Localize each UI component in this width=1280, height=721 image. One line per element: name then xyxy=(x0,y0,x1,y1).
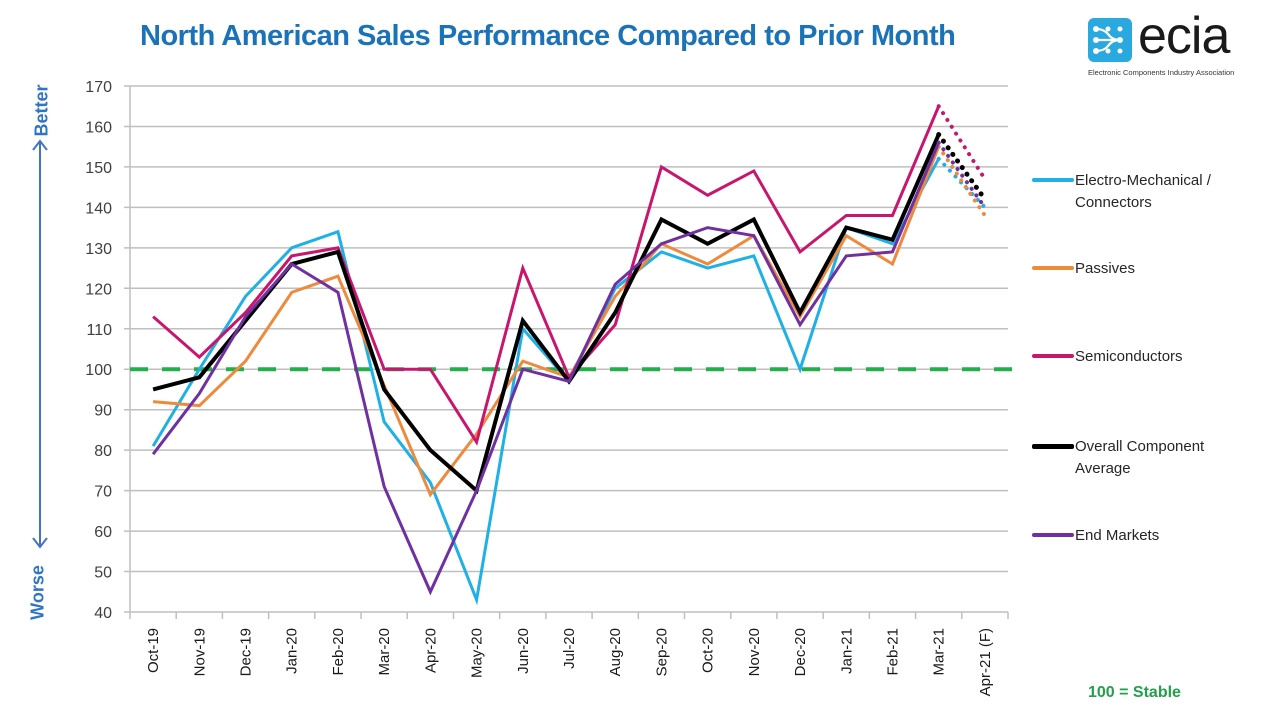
legend-label: End Markets xyxy=(1075,527,1160,544)
x-tick-label: Jun-20 xyxy=(515,628,532,674)
series-forecast-electro-mechanical-connectors xyxy=(936,156,987,210)
legend-label: Passives xyxy=(1075,260,1136,277)
x-tick-label: Jan-21 xyxy=(838,628,855,674)
ecia-logo: ecia Electronic Components Industry Asso… xyxy=(1088,7,1248,86)
legend-item: Electro-Mechanical / Connectors xyxy=(1032,170,1272,214)
x-tick-label: Mar-20 xyxy=(376,628,393,676)
x-tick-label: Sep-20 xyxy=(653,628,670,676)
y-tick-label: 160 xyxy=(85,119,112,136)
chart-title: North American Sales Performance Compare… xyxy=(140,20,956,52)
legend-label: Electro-Mechanical / Connectors xyxy=(1075,172,1211,211)
series-forecast-end-markets xyxy=(936,140,987,210)
x-tick-label: Nov-19 xyxy=(191,628,208,676)
x-tick-label: Aug-20 xyxy=(607,628,624,676)
series-line-end-markets xyxy=(151,142,941,596)
legend-label: Semiconductors xyxy=(1075,348,1183,365)
y-tick-label: 150 xyxy=(85,160,112,177)
y-tick-label: 170 xyxy=(85,79,112,96)
x-tick-label: Jul-20 xyxy=(561,628,578,669)
series-forecast-passives xyxy=(936,144,987,218)
legend-swatch xyxy=(1032,533,1074,537)
series-line-passives xyxy=(152,146,941,498)
y-tick-label: 40 xyxy=(94,605,112,622)
ecia-logo-text: ecia xyxy=(1138,7,1230,65)
series-passives xyxy=(152,144,987,498)
legend-swatch xyxy=(1032,178,1074,182)
ecia-logo-subtitle: Electronic Components Industry Associati… xyxy=(1088,68,1235,77)
gridlines xyxy=(124,85,1008,613)
series-line-overall-component-average xyxy=(152,133,941,495)
y-tick-label: 50 xyxy=(94,565,112,582)
y-tick-label: 130 xyxy=(85,241,112,258)
x-tick-label: Dec-19 xyxy=(238,628,255,676)
y-tick-label: 120 xyxy=(85,281,112,298)
series-lines xyxy=(151,104,988,606)
legend-item: Passives xyxy=(1032,258,1272,280)
legend-swatch xyxy=(1032,354,1074,358)
y-axis-ticks: 40 50 60 70 80 90 100 110 120 130 140 150 160 170 xyxy=(85,79,112,622)
legend-swatch xyxy=(1032,266,1074,270)
series-semiconductors xyxy=(152,104,987,446)
series-forecast-semiconductors xyxy=(936,104,987,182)
x-tick-label: Feb-21 xyxy=(884,628,901,676)
y-tick-label: 70 xyxy=(94,484,112,501)
y-tick-label: 90 xyxy=(94,403,112,420)
legend-label: Overall Component Average xyxy=(1075,438,1205,477)
x-tick-label: Nov-20 xyxy=(746,628,763,676)
series-end-markets xyxy=(151,140,987,596)
x-tick-label: Feb-20 xyxy=(330,628,347,676)
line-chart: 40 50 60 70 80 90 100 110 120 130 140 150 160 170 Oct… xyxy=(85,79,1020,696)
y-tick-label: 110 xyxy=(86,322,112,339)
x-tick-label: Dec-20 xyxy=(792,628,809,676)
series-forecast-overall-component-average xyxy=(936,132,988,202)
legend-item: Overall Component Average xyxy=(1032,436,1272,480)
x-tick-label: Apr-20 xyxy=(422,628,439,673)
x-tick-label: Oct-20 xyxy=(700,628,717,673)
y-tick-label: 80 xyxy=(94,443,112,460)
legend-swatch xyxy=(1032,444,1074,449)
better-worse-arrow-icon xyxy=(32,139,48,549)
legend-item: Semiconductors xyxy=(1032,346,1272,368)
y-tick-label: 100 xyxy=(85,362,112,379)
x-tick-label: Mar-21 xyxy=(931,628,948,676)
stable-note: 100 = Stable xyxy=(1088,684,1181,701)
x-tick-label: Jan-20 xyxy=(284,628,301,674)
ecia-logo-mark-icon xyxy=(1088,18,1132,62)
x-tick-label: May-20 xyxy=(469,628,486,678)
x-axis-ticks: Oct-19 Nov-19 Dec-19 Jan-20 Feb-20 Mar-20 Apr-… xyxy=(129,612,1009,696)
x-tick-label: Oct-19 xyxy=(145,628,162,673)
y-tick-label: 60 xyxy=(94,524,112,541)
series-line-electro-mechanical-connectors xyxy=(151,158,941,606)
legend-item: End Markets xyxy=(1032,525,1272,547)
x-tick-label: Apr-21 (F) xyxy=(977,628,994,696)
series-line-semiconductors xyxy=(152,105,941,446)
y-tick-label: 140 xyxy=(85,200,112,217)
